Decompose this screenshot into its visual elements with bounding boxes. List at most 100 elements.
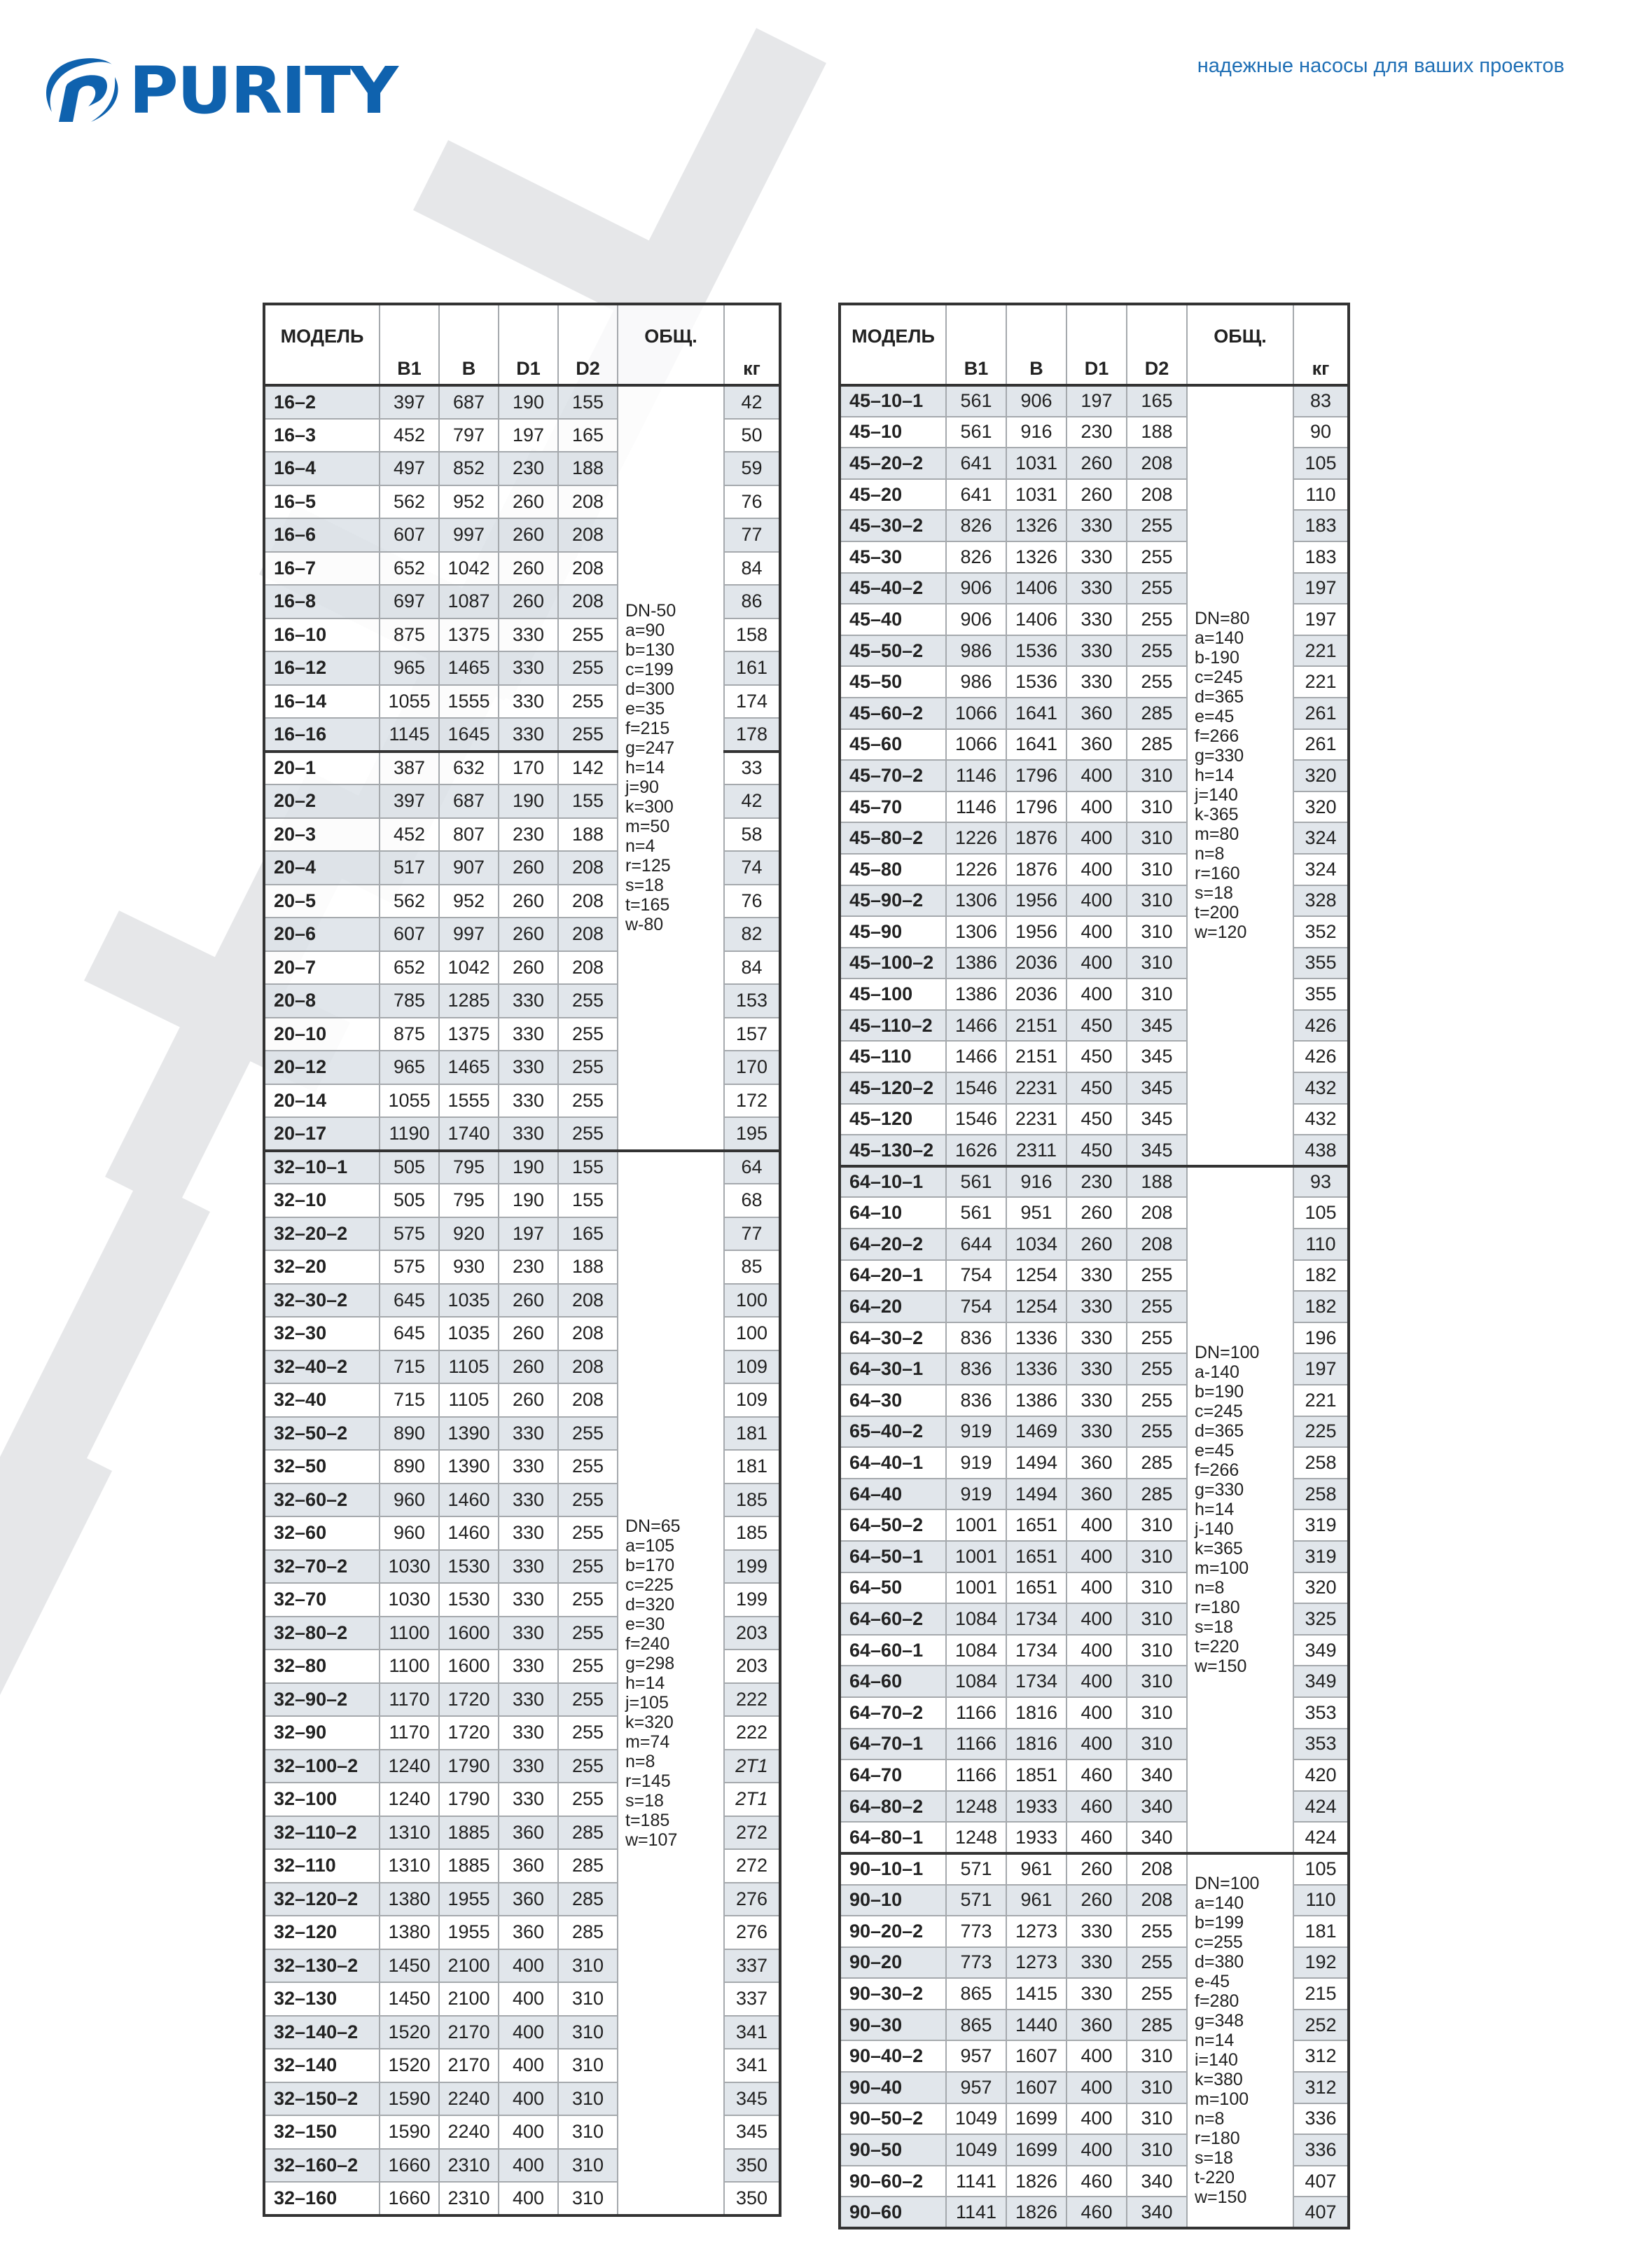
note-line: b-190	[1195, 648, 1239, 668]
d1-cell: 400	[1066, 978, 1127, 1011]
note-line: c=199	[625, 660, 674, 680]
header-b: B	[438, 303, 499, 387]
b-cell: 1336	[1006, 1321, 1067, 1355]
b-cell: 920	[438, 1216, 499, 1251]
kg-cell: 341	[723, 2048, 781, 2083]
table-row: 32–50–2 890 1390 330 255 181	[263, 1416, 781, 1451]
model-cell: 64–60	[839, 1665, 947, 1698]
b1-cell: 1001	[945, 1571, 1007, 1605]
table-row: 45–80–2 1226 1876 400 310 324	[839, 822, 1349, 855]
d1-cell: 330	[498, 1549, 559, 1584]
model-cell: 32–120–2	[263, 1881, 380, 1916]
table-row: 90–20 773 1273 330 255 192	[839, 1946, 1349, 1979]
d1-cell: 330	[1066, 1946, 1127, 1979]
d1-cell: 190	[498, 784, 559, 819]
table-row: 20–6 607 997 260 208 82	[263, 917, 781, 952]
model-cell: 64–70–2	[839, 1696, 947, 1729]
kg-cell: 199	[723, 1549, 781, 1584]
kg-cell: 181	[723, 1416, 781, 1451]
b1-cell: 919	[945, 1477, 1007, 1511]
d1-cell: 260	[498, 950, 559, 985]
model-cell: 16–10	[263, 617, 380, 652]
kg-cell: 68	[723, 1183, 781, 1218]
d2-cell: 255	[1126, 540, 1188, 574]
model-cell: 64–60–1	[839, 1633, 947, 1667]
d2-cell: 255	[557, 1449, 618, 1484]
b1-cell: 1660	[379, 2148, 440, 2183]
d2-cell: 165	[557, 417, 618, 452]
d2-cell: 310	[1126, 1509, 1188, 1542]
kg-cell: 320	[1293, 790, 1349, 824]
b-cell: 907	[438, 850, 499, 885]
table-row: 64–60–1 1084 1734 400 310 349	[839, 1633, 1349, 1667]
d1-cell: 190	[498, 1183, 559, 1218]
d2-cell: 208	[1126, 1883, 1188, 1917]
table-row: 45–120 1546 2231 450 345 432	[839, 1102, 1349, 1136]
kg-cell: 42	[723, 385, 781, 420]
d1-cell: 450	[1066, 1009, 1127, 1042]
kg-cell: 33	[723, 749, 781, 785]
kg-cell: 197	[1293, 1353, 1349, 1385]
model-cell: 64–40–1	[839, 1446, 947, 1479]
b1-cell: 1240	[379, 1748, 440, 1783]
logo: PURITY	[42, 53, 398, 128]
right-spec-table: МОДЕЛЬ B1 B D1 D2 ОБЩ. кг 45–10–1 561 906 1…	[838, 303, 1350, 2230]
kg-cell: 215	[1293, 1977, 1349, 2010]
d2-cell: 255	[557, 1615, 618, 1650]
note-line: m=100	[1195, 1558, 1249, 1579]
table-row: 45–10–1 561 906 197 165 DN=80 a=140 b-190 c=245 d…	[839, 385, 1349, 1167]
d1-cell: 460	[1066, 1790, 1127, 1823]
note-line: e=30	[625, 1614, 665, 1634]
d2-cell: 255	[557, 717, 618, 752]
b1-cell: 960	[379, 1482, 440, 1517]
b1-cell: 1660	[379, 2181, 440, 2216]
d1-cell: 330	[498, 1715, 559, 1750]
b-cell: 1254	[1006, 1259, 1067, 1292]
table-row: 65–40–2 919 1469 330 255 225	[839, 1415, 1349, 1448]
d1-cell: 330	[498, 983, 559, 1018]
kg-cell: 42	[723, 784, 781, 819]
note-line: n=8	[625, 1751, 655, 1771]
d2-cell: 255	[557, 1516, 618, 1551]
b1-cell: 1546	[945, 1072, 1007, 1105]
d2-cell: 310	[557, 2048, 618, 2083]
b1-cell: 1450	[379, 1982, 440, 2017]
note-line: f=266	[1195, 726, 1239, 747]
d1-cell: 330	[498, 684, 559, 719]
header-d1: D1	[498, 303, 559, 387]
note-line: DN=65	[625, 1516, 681, 1536]
table-row: 20–1 387 632 170 142 33	[263, 749, 781, 785]
note-line: s=18	[1195, 883, 1233, 904]
d2-cell: 255	[1126, 1384, 1188, 1417]
note-line: d=365	[1195, 687, 1244, 707]
d1-cell: 360	[498, 1848, 559, 1883]
b1-cell: 517	[379, 850, 440, 885]
b1-cell: 645	[379, 1316, 440, 1351]
b-cell: 1955	[438, 1881, 499, 1916]
model-cell: 20–5	[263, 883, 380, 918]
b1-cell: 986	[945, 665, 1007, 698]
d1-cell: 170	[498, 749, 559, 785]
table-row: 64–40–1 919 1494 360 285 258	[839, 1446, 1349, 1479]
d2-cell: 165	[1126, 385, 1188, 417]
b-cell: 906	[1006, 385, 1067, 417]
model-cell: 45–60–2	[839, 696, 947, 730]
b1-cell: 1590	[379, 2115, 440, 2150]
table-row: 45–100–2 1386 2036 400 310 355	[839, 946, 1349, 980]
d2-cell: 310	[1126, 1603, 1188, 1636]
b1-cell: 562	[379, 883, 440, 918]
d1-cell: 330	[1066, 634, 1127, 668]
d2-cell: 208	[1126, 447, 1188, 480]
model-cell: 45–110–2	[839, 1009, 947, 1042]
kg-cell: 320	[1293, 759, 1349, 792]
model-cell: 32–10	[263, 1183, 380, 1218]
model-cell: 32–150–2	[263, 2081, 380, 2116]
d1-cell: 190	[498, 385, 559, 420]
model-cell: 64–70	[839, 1759, 947, 1792]
note-line: d=300	[625, 679, 675, 700]
table-row: 90–40–2 957 1607 400 310 312	[839, 2040, 1349, 2073]
model-cell: 64–40	[839, 1477, 947, 1511]
kg-cell: 261	[1293, 696, 1349, 730]
note-line: DN-50	[625, 601, 676, 621]
d2-cell: 255	[1126, 1321, 1188, 1355]
